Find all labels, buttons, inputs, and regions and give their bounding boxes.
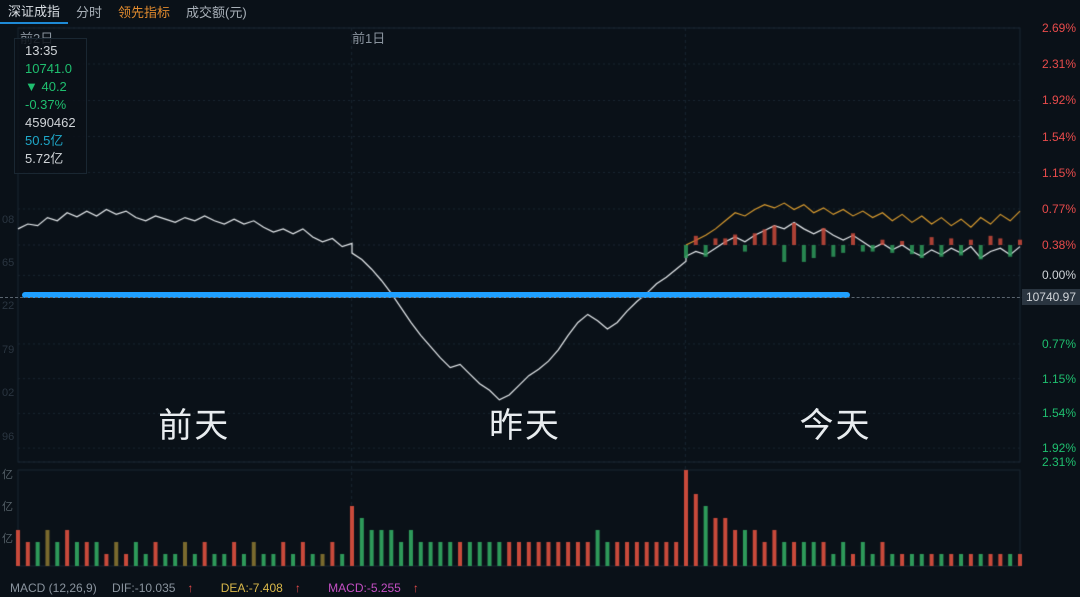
marker-prev1: 前1日	[352, 28, 385, 47]
axis-pct-label: 2.31%	[1042, 58, 1076, 70]
axis-pct-label: 2.69%	[1042, 22, 1076, 34]
axis-pct-label: 1.54%	[1042, 407, 1076, 419]
info-change: ▼ 40.2	[25, 78, 76, 96]
crosshair-price-tag: 10740.97	[1022, 289, 1080, 305]
tab-intraday[interactable]: 分时	[68, 0, 110, 23]
axis-pct-label: 2.31%	[1042, 456, 1076, 468]
info-amount2: 5.72亿	[25, 150, 76, 168]
info-vol-lots: 4590462	[25, 114, 76, 132]
axis-left-faded: 22	[2, 301, 14, 312]
quote-infobox: 13:35 10741.0 ▼ 40.2 -0.37% 4590462 50.5…	[14, 38, 87, 174]
info-price: 10741.0	[25, 60, 76, 78]
axis-vol-label: 亿	[2, 502, 13, 513]
macd-hist: MACD:-5.255↑	[328, 581, 431, 595]
axis-left-faded: 96	[2, 432, 14, 443]
axis-pct-label: 0.38%	[1042, 239, 1076, 251]
axis-pct-label: 1.54%	[1042, 131, 1076, 143]
axis-vol-label: 亿	[2, 534, 13, 545]
tab-turnover[interactable]: 成交额(元)	[178, 0, 255, 23]
macd-params: MACD (12,26,9)	[10, 581, 97, 595]
info-time: 13:35	[25, 42, 76, 60]
axis-vol-label: 亿	[2, 470, 13, 481]
axis-left-faded: 79	[2, 345, 14, 356]
tab-bar: 深证成指 分时 领先指标 成交额(元)	[0, 0, 255, 22]
axis-pct-label: 0.00%	[1042, 269, 1076, 281]
info-turnover: 50.5亿	[25, 132, 76, 150]
tab-index-name[interactable]: 深证成指	[0, 0, 68, 24]
annotation-today: 今天	[800, 398, 872, 447]
axis-pct-label: 1.15%	[1042, 373, 1076, 385]
axis-left-faded: 02	[2, 388, 14, 399]
axis-pct-label: 1.92%	[1042, 442, 1076, 454]
axis-pct-label: 1.15%	[1042, 167, 1076, 179]
axis-pct-label: 0.77%	[1042, 203, 1076, 215]
macd-readout: MACD (12,26,9) DIF:-10.035↑ DEA:-7.408↑ …	[10, 581, 443, 595]
macd-dea: DEA:-7.408↑	[221, 581, 313, 595]
crosshair-horizontal	[0, 297, 1080, 298]
tab-leading-indicator[interactable]: 领先指标	[110, 0, 178, 23]
info-pct: -0.37%	[25, 96, 76, 114]
axis-pct-label: 0.77%	[1042, 338, 1076, 350]
price-chart[interactable]	[0, 22, 1080, 582]
annotation-yesterday: 昨天	[489, 398, 561, 447]
axis-left-faded: 08	[2, 215, 14, 226]
axis-pct-label: 1.92%	[1042, 94, 1076, 106]
axis-left-faded: 65	[2, 258, 14, 269]
annotation-day-before-yesterday: 前天	[158, 398, 230, 447]
macd-dif: DIF:-10.035↑	[112, 581, 205, 595]
